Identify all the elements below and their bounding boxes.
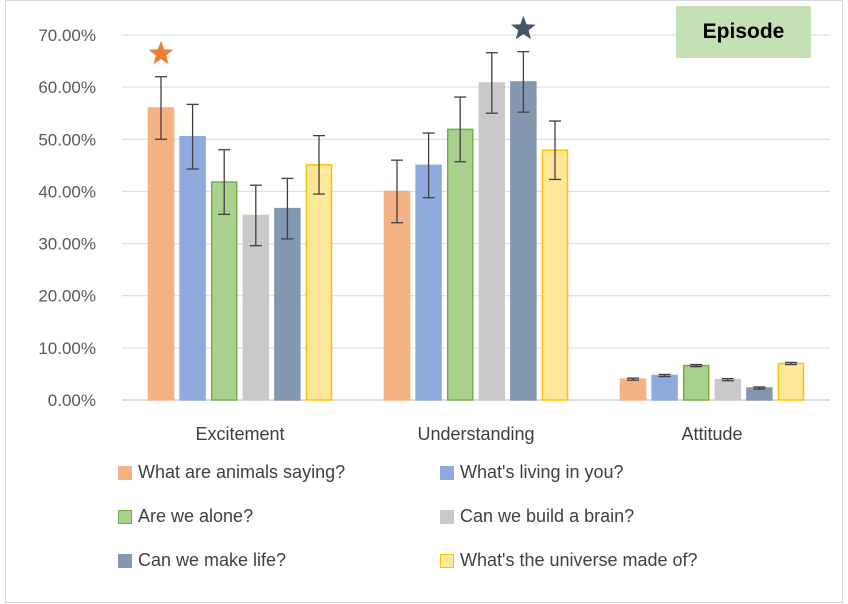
bar <box>210 181 238 401</box>
legend-item: What's living in you? <box>440 462 624 483</box>
y-tick-label: 50.00% <box>38 130 96 149</box>
category-label: Attitude <box>681 424 742 444</box>
y-tick-label: 0.00% <box>48 391 96 410</box>
bar <box>383 190 411 401</box>
legend-label: What's living in you? <box>460 462 624 482</box>
bar <box>746 387 773 401</box>
legend-swatch <box>440 465 454 480</box>
bar <box>179 135 206 401</box>
legend-label: Are we alone? <box>138 506 254 526</box>
bar <box>147 107 175 401</box>
bar <box>651 374 678 401</box>
y-tick-label: 30.00% <box>38 235 96 254</box>
bar <box>714 378 742 401</box>
bar <box>777 362 805 401</box>
y-tick-label: 60.00% <box>38 78 96 97</box>
legend-item: Are we alone? <box>118 506 253 527</box>
bar <box>510 81 537 401</box>
legend-swatch <box>440 553 454 568</box>
legend-swatch <box>440 509 454 524</box>
bar <box>541 149 569 401</box>
bar <box>305 164 333 401</box>
bar <box>682 364 710 401</box>
star-icon <box>148 40 174 65</box>
legend-label: What's the universe made of? <box>460 550 698 570</box>
legend-item: What's the universe made of? <box>440 550 698 571</box>
y-tick-label: 10.00% <box>38 339 96 358</box>
legend-label: Can we make life? <box>138 550 287 570</box>
category-label: Understanding <box>417 424 534 444</box>
legend-swatch <box>118 465 132 480</box>
category-label: Excitement <box>195 424 284 444</box>
legend-item: Can we make life? <box>118 550 286 571</box>
bar <box>446 128 474 401</box>
bar <box>478 82 506 401</box>
y-tick-label: 20.00% <box>38 287 96 306</box>
bar <box>274 207 301 401</box>
legend-item: Can we build a brain? <box>440 506 634 527</box>
legend-item: What are animals saying? <box>118 462 345 483</box>
legend-swatch <box>118 553 132 568</box>
bar <box>619 378 647 401</box>
legend-swatch <box>118 509 132 524</box>
star-icon <box>511 15 536 40</box>
y-tick-label: 40.00% <box>38 182 96 201</box>
bar <box>415 164 442 401</box>
episode-badge: Episode <box>676 6 811 58</box>
legend-label: What are animals saying? <box>138 462 346 482</box>
y-tick-label: 70.00% <box>38 26 96 45</box>
legend-label: Can we build a brain? <box>460 506 635 526</box>
